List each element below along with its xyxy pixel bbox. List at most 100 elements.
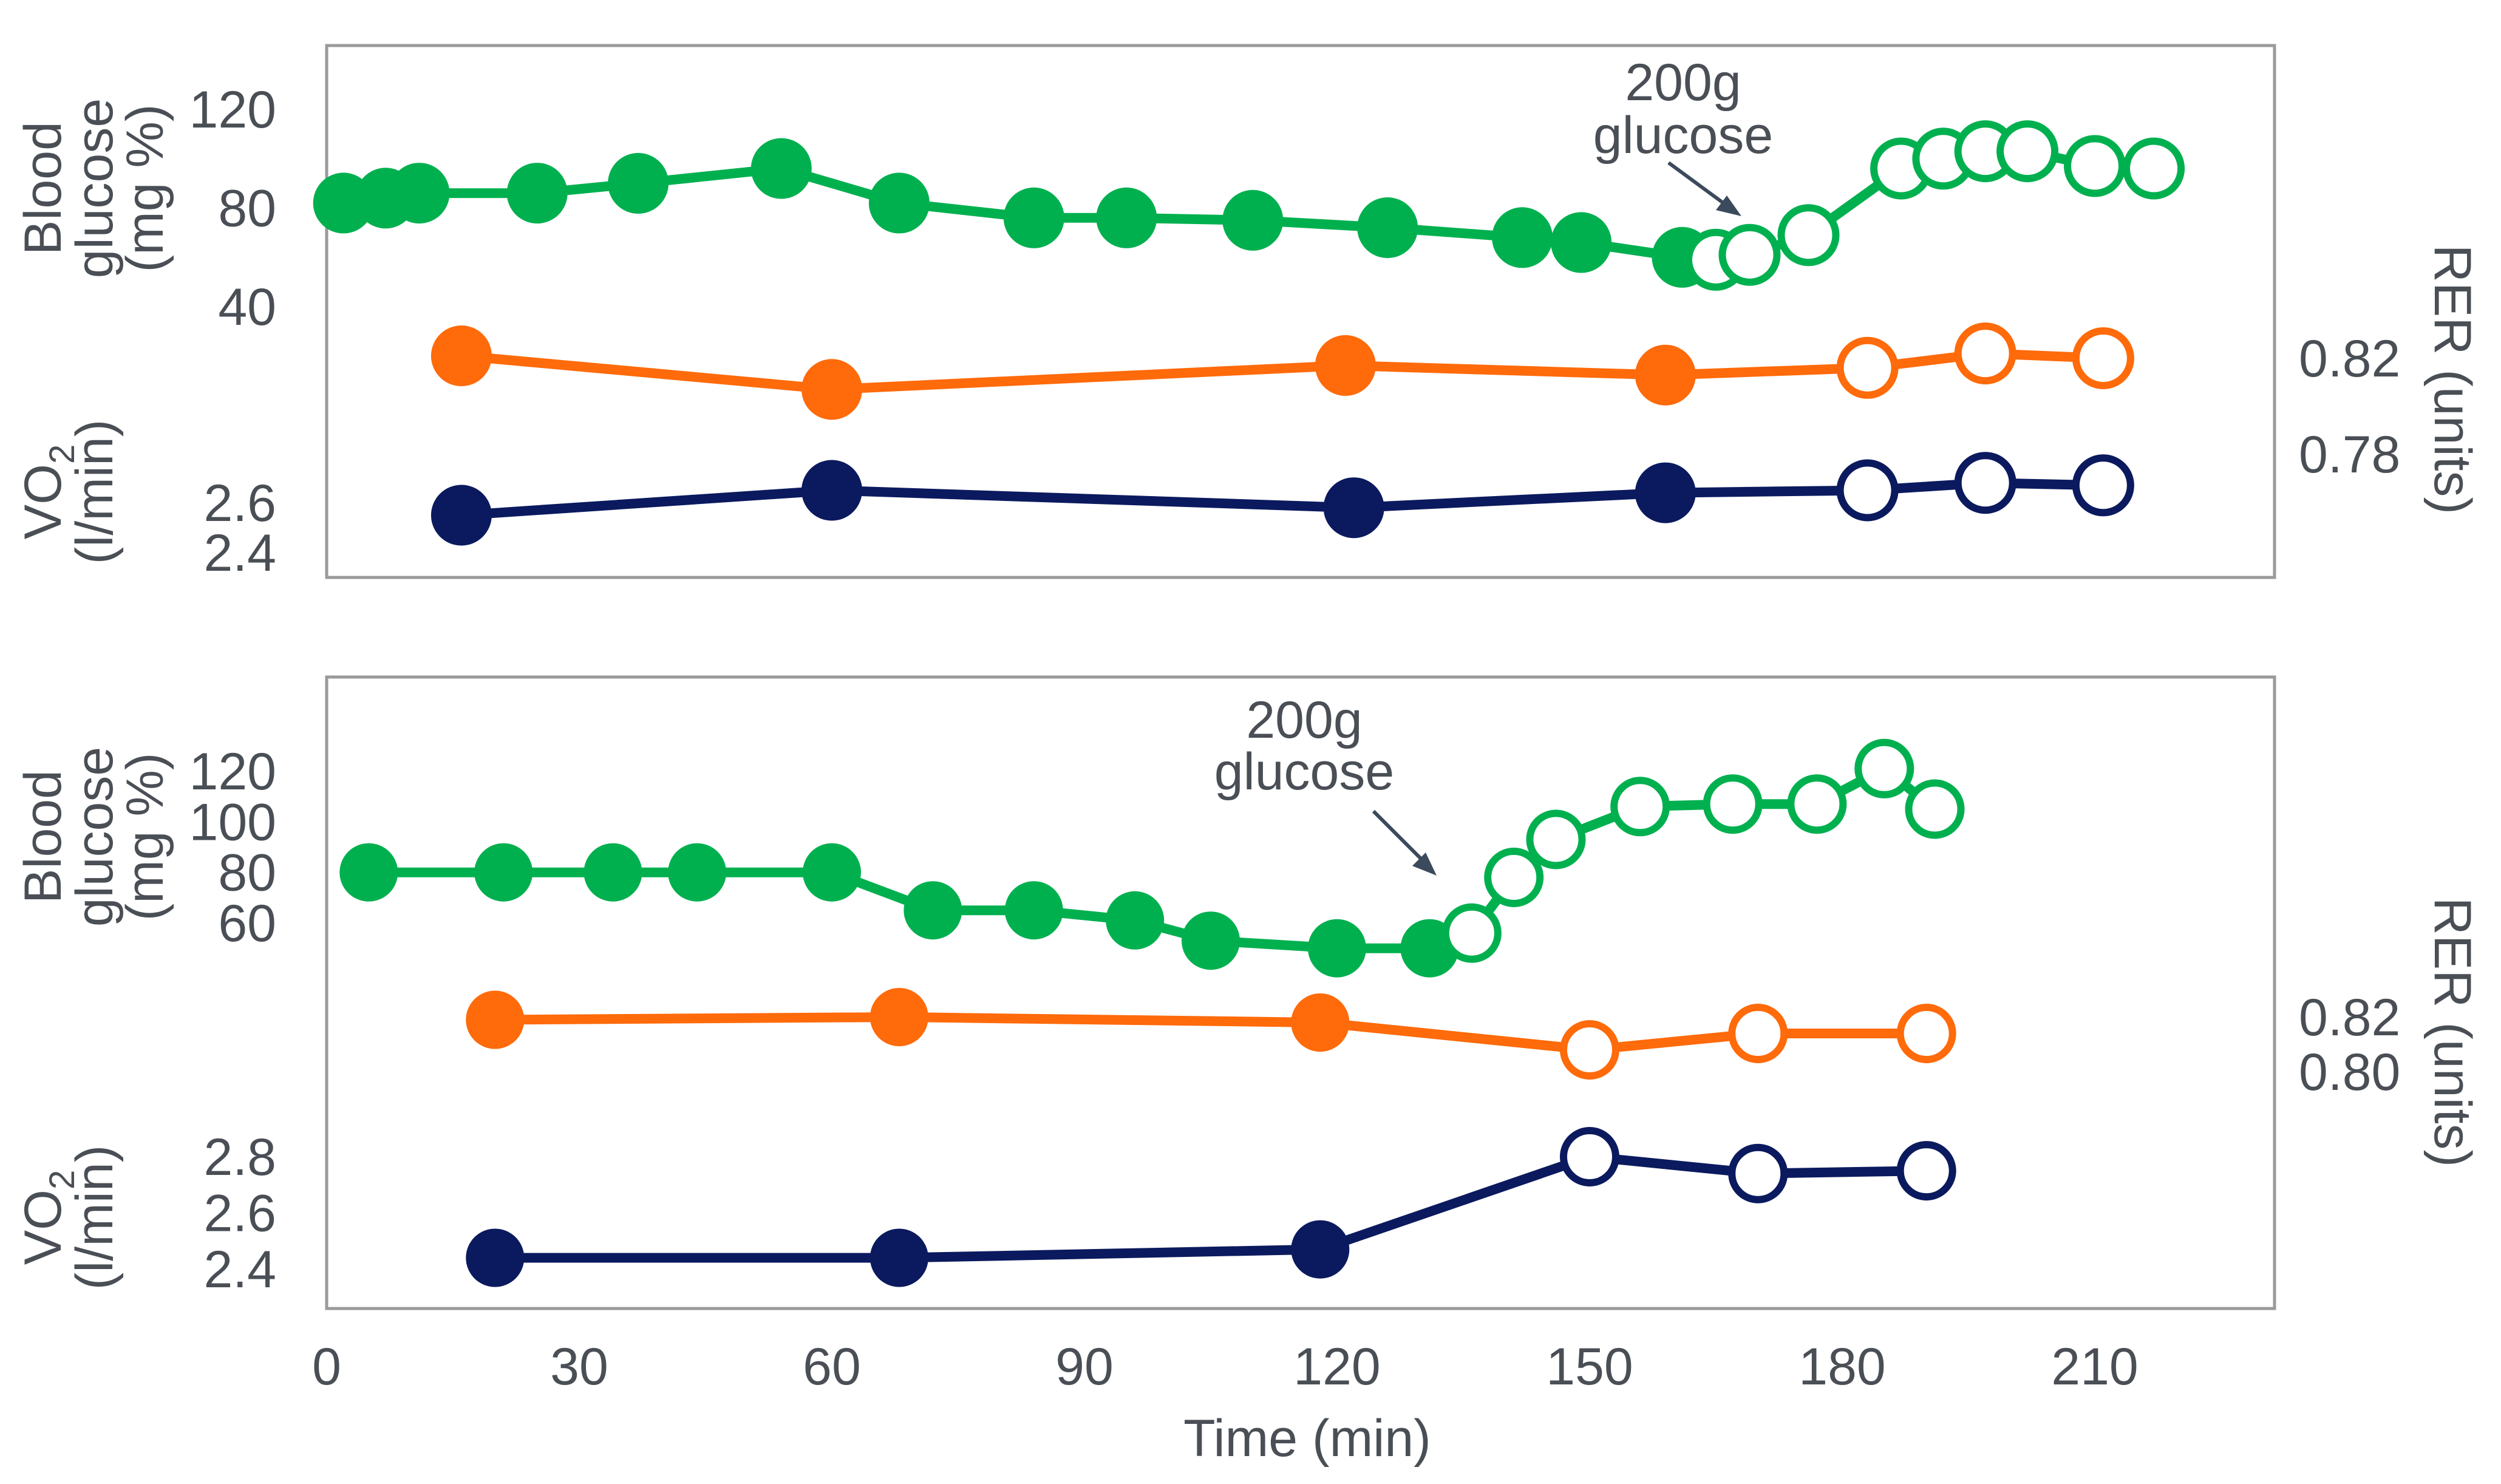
x-tick-label: 210 [2051,1338,2139,1396]
top-glucose-point [1492,207,1553,268]
bottom-glucose-tick-label: 60 [218,894,276,953]
panel-bottom: Blood glucose (mg %) VO2 (l/min) RER (un… [14,675,2482,1310]
bottom-glucose-point [1106,891,1165,950]
top-vo2-label-main: VO [14,464,72,539]
top-glucose-point [2123,137,2185,200]
x-axis-ticks: 0 30 60 90 120 150 180 210 [312,1338,2139,1396]
bottom-rer-label: RER (units) [2423,897,2482,1167]
x-tick-label: 180 [1798,1338,1886,1396]
bottom-glucose-point [339,843,398,902]
top-annotation-line2: glucose [1593,106,1773,165]
top-glucose-point [1003,187,1064,248]
top-vo2-unit: (l/min) [66,420,124,565]
bottom-glucose-point [803,843,861,902]
top-glucose-point [1096,187,1157,248]
bottom-glucose-point [1441,903,1502,963]
top-vo2-label: VO2 [14,444,82,540]
bottom-vo2-point [1728,1143,1788,1203]
x-tick-label: 30 [550,1338,608,1396]
top-glucose-point [389,163,450,224]
bottom-glucose-point [1526,809,1586,870]
top-glucose-point [2064,135,2126,197]
bottom-vo2-tick-label: 2.6 [203,1185,276,1243]
top-glucose-point [1551,212,1612,273]
top-vo2-tick-label: 2.6 [203,474,276,533]
x-tick-label: 0 [312,1338,341,1396]
top-glucose-tick-label: 120 [189,81,277,139]
bottom-glucose-point [584,843,642,902]
bottom-glucose-point [903,881,962,940]
bottom-glucose-label-line2: glucose [66,747,124,927]
bottom-rer-tick-label: 0.82 [2299,989,2400,1047]
top-vo2-point [801,460,862,521]
top-vo2-point [1323,477,1384,539]
bottom-glucose-point [1610,777,1670,837]
bottom-vo2-tick-label: 2.4 [203,1241,276,1299]
top-glucose-point [1222,189,1284,251]
top-glucose-point [750,138,812,199]
bottom-annotation-line2: glucose [1214,743,1394,801]
bottom-vo2-line [495,1152,1927,1263]
bottom-glucose-point [1182,911,1240,970]
bottom-vo2-point [869,1228,928,1287]
bottom-annotation-line1: 200g [1246,691,1362,749]
bottom-rer-point [1896,1004,1956,1063]
bottom-glucose-point [1703,774,1763,834]
bottom-glucose-point [1308,919,1366,978]
top-vo2-tick-label: 2.4 [203,524,276,582]
bottom-glucose-tick-label: 100 [189,793,277,851]
bottom-annotation-arrow [1372,809,1437,876]
bottom-series [339,738,1965,1287]
top-vo2-point [1635,462,1696,523]
top-rer-point [1836,336,1899,399]
top-vo2-label-sub: 2 [43,444,82,464]
bottom-glucose-point [1787,774,1847,834]
bottom-rer-point [466,990,525,1049]
top-glucose-point [506,163,568,224]
top-annotation-line1: 200g [1625,53,1741,112]
top-glucose-tick-label: 80 [218,180,276,238]
bottom-vo2-label-main: VO [14,1190,72,1265]
bottom-rer-point [1560,1020,1619,1080]
bottom-vo2-point [1560,1127,1619,1186]
bottom-rer-line [495,1012,1927,1055]
top-glucose-label-line1: Blood [14,121,72,255]
bottom-vo2-point [1291,1220,1350,1279]
x-tick-label: 120 [1293,1338,1381,1396]
bottom-vo2-point [1896,1141,1956,1201]
bottom-glucose-label-line3: (mg %) [116,752,174,921]
top-rer-tick-label: 0.82 [2299,330,2400,388]
top-rer-point [2072,327,2134,389]
top-rer-point [1954,322,2016,385]
top-rer-point [430,325,492,386]
top-vo2-point [1836,459,1899,522]
panel-bottom-frame [325,675,2276,1310]
top-glucose-point [1357,197,1418,258]
bottom-vo2-unit: (l/min) [66,1145,124,1290]
bottom-glucose-tick-label: 80 [218,844,276,902]
top-vo2-point [2072,454,2134,517]
bottom-glucose-point [1905,779,1965,839]
bottom-glucose-point [1484,848,1544,907]
bottom-glucose-point [1004,881,1063,940]
x-tick-label: 60 [803,1338,861,1396]
x-tick-label: 150 [1546,1338,1633,1396]
top-glucose-tick-label: 40 [218,278,276,336]
top-glucose-label-line3: (mg %) [116,104,174,272]
bottom-rer-point [1291,993,1350,1052]
top-glucose-point [1996,120,2059,183]
top-glucose-point [868,172,930,234]
top-series [313,120,2185,546]
bottom-rer-point [869,988,928,1046]
panel-top: Blood glucose (mg %) VO2 (l/min) RER (un… [14,44,2482,582]
top-vo2-point [430,485,492,546]
bottom-glucose-point [1854,738,1914,798]
top-annotation-arrow [1667,161,1741,216]
bottom-glucose-point [474,843,533,902]
x-axis-label: Time (min) [1183,1409,1431,1468]
top-rer-point [1315,335,1376,396]
top-vo2-point [1954,452,2016,514]
bottom-glucose-label-line1: Blood [14,770,72,904]
top-rer-point [1635,344,1696,406]
